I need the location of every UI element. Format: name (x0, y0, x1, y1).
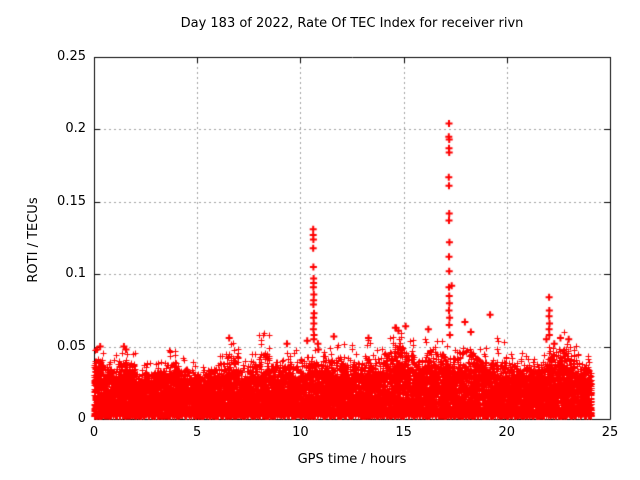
x-tick-label: 25 (601, 425, 619, 440)
x-tick-label: 10 (292, 425, 309, 440)
y-tick-label: 0.25 (57, 49, 86, 64)
y-tick-label: 0.05 (57, 338, 86, 354)
x-tick-label: 5 (193, 425, 202, 440)
y-tick-label: 0 (77, 411, 86, 426)
y-tick-label: 0.15 (57, 193, 86, 209)
y-tick-label: 0.1 (65, 266, 86, 282)
y-tick-label: 0.2 (65, 121, 86, 137)
x-tick-label: 15 (395, 425, 412, 440)
x-tick-label: 20 (498, 425, 516, 440)
x-tick-label: 0 (89, 425, 99, 440)
